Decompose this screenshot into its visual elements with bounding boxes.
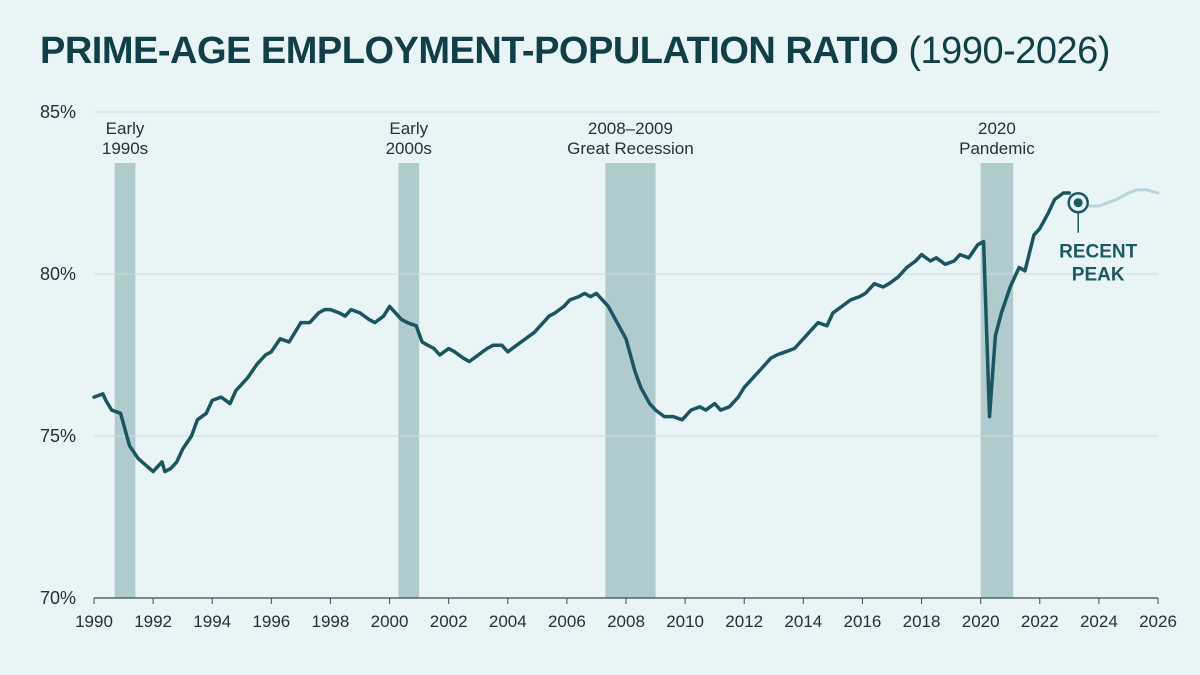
x-tick-label: 1990	[75, 612, 113, 631]
y-tick-label: 80%	[40, 264, 76, 284]
recession-label: 2020	[978, 119, 1016, 138]
recession-label: 2008–2009	[588, 119, 673, 138]
x-tick-label: 2004	[489, 612, 527, 631]
recession-label: Pandemic	[959, 139, 1035, 158]
x-tick-label: 2008	[607, 612, 645, 631]
axes: 70% 75% 80% 85% 1990 1992 1994 1996 1998 2000 2002…	[40, 102, 1177, 631]
recession-label: 1990s	[102, 139, 148, 158]
x-tick-label: 2020	[962, 612, 1000, 631]
recession-label: Early	[106, 119, 145, 138]
recession-label: Great Recession	[567, 139, 694, 158]
data-series	[92, 188, 1160, 474]
recession-label: 2000s	[386, 139, 432, 158]
projection-line	[1076, 188, 1160, 208]
peak-label: RECENT	[1059, 242, 1138, 263]
peak-label: PEAK	[1072, 265, 1125, 286]
x-tick-label: 1998	[312, 612, 350, 631]
x-tick-label: 2016	[844, 612, 882, 631]
recession-band	[398, 163, 420, 598]
x-tick-label: 2026	[1139, 612, 1177, 631]
series-line	[92, 191, 1072, 474]
recession-band	[605, 163, 656, 598]
x-tick-label: 2014	[784, 612, 822, 631]
chart-title: PRIME-AGE EMPLOYMENT-POPULATION RATIO (1…	[40, 30, 1110, 73]
x-tick-label: 2010	[666, 612, 704, 631]
x-tick-label: 2002	[430, 612, 468, 631]
recession-band	[114, 163, 136, 598]
recession-label: Early	[389, 119, 428, 138]
x-tick-label: 2006	[548, 612, 586, 631]
chart-title-main: PRIME-AGE EMPLOYMENT-POPULATION RATIO	[40, 30, 899, 72]
x-tick-label: 1994	[193, 612, 231, 631]
recession-band	[980, 163, 1014, 598]
y-tick-label: 75%	[40, 426, 76, 446]
x-tick-label: 1996	[252, 612, 290, 631]
x-tick-label: 2012	[725, 612, 763, 631]
x-tick-label: 2024	[1080, 612, 1118, 631]
x-tick-label: 1992	[134, 612, 172, 631]
y-tick-label: 85%	[40, 102, 76, 122]
x-tick-label: 2018	[903, 612, 941, 631]
x-tick-label: 2022	[1021, 612, 1059, 631]
peak-marker-dot	[1073, 198, 1083, 208]
x-tick-label: 2000	[371, 612, 409, 631]
y-tick-label: 70%	[40, 588, 76, 608]
chart-title-years: (1990-2026)	[908, 30, 1110, 72]
